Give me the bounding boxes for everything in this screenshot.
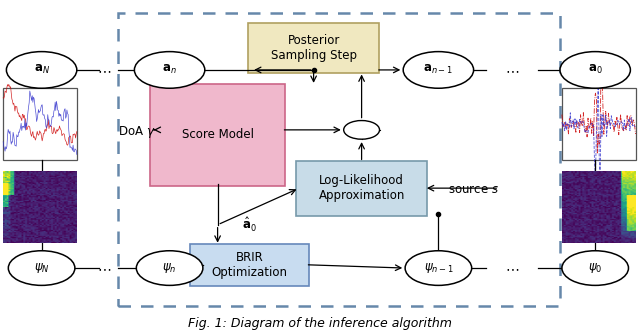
Text: BRIR
Optimization: BRIR Optimization	[212, 251, 287, 279]
Circle shape	[403, 52, 474, 88]
FancyBboxPatch shape	[248, 23, 380, 73]
Text: Score Model: Score Model	[182, 128, 253, 142]
Text: $\psi_n$: $\psi_n$	[163, 261, 177, 275]
Circle shape	[136, 251, 203, 285]
Text: Fig. 1: Diagram of the inference algorithm: Fig. 1: Diagram of the inference algorit…	[188, 317, 452, 330]
Circle shape	[8, 251, 75, 285]
Text: $\psi_0$: $\psi_0$	[588, 261, 602, 275]
FancyBboxPatch shape	[3, 88, 77, 160]
FancyBboxPatch shape	[191, 244, 309, 286]
Text: $\mathbf{a}_N$: $\mathbf{a}_N$	[33, 63, 50, 77]
Text: $\cdots$: $\cdots$	[505, 261, 519, 275]
Circle shape	[562, 251, 628, 285]
Circle shape	[6, 52, 77, 88]
FancyBboxPatch shape	[562, 88, 636, 160]
Text: $\hat{\mathbf{a}}_0$: $\hat{\mathbf{a}}_0$	[243, 216, 257, 234]
Text: $\cdots$: $\cdots$	[97, 261, 111, 275]
FancyBboxPatch shape	[296, 161, 428, 216]
Text: Posterior
Sampling Step: Posterior Sampling Step	[271, 34, 356, 62]
Text: $\mathbf{a}_n$: $\mathbf{a}_n$	[162, 63, 177, 77]
Text: Log-Likelihood
Approximation: Log-Likelihood Approximation	[319, 174, 404, 202]
Bar	[118, 13, 560, 306]
Text: $\mathbf{a}_0$: $\mathbf{a}_0$	[588, 63, 602, 77]
Text: $\cdots$: $\cdots$	[97, 63, 111, 77]
Circle shape	[344, 121, 380, 139]
Circle shape	[134, 52, 205, 88]
Text: DoA $\gamma$: DoA $\gamma$	[118, 124, 156, 140]
Circle shape	[405, 251, 472, 285]
FancyBboxPatch shape	[150, 84, 285, 186]
Text: $\psi_{n-1}$: $\psi_{n-1}$	[424, 261, 453, 275]
Text: $\cdots$: $\cdots$	[505, 63, 519, 77]
Circle shape	[560, 52, 630, 88]
Text: $\psi_N$: $\psi_N$	[34, 261, 49, 275]
Text: $\mathbf{a}_{n-1}$: $\mathbf{a}_{n-1}$	[424, 63, 453, 77]
Text: source $s$: source $s$	[448, 183, 499, 196]
